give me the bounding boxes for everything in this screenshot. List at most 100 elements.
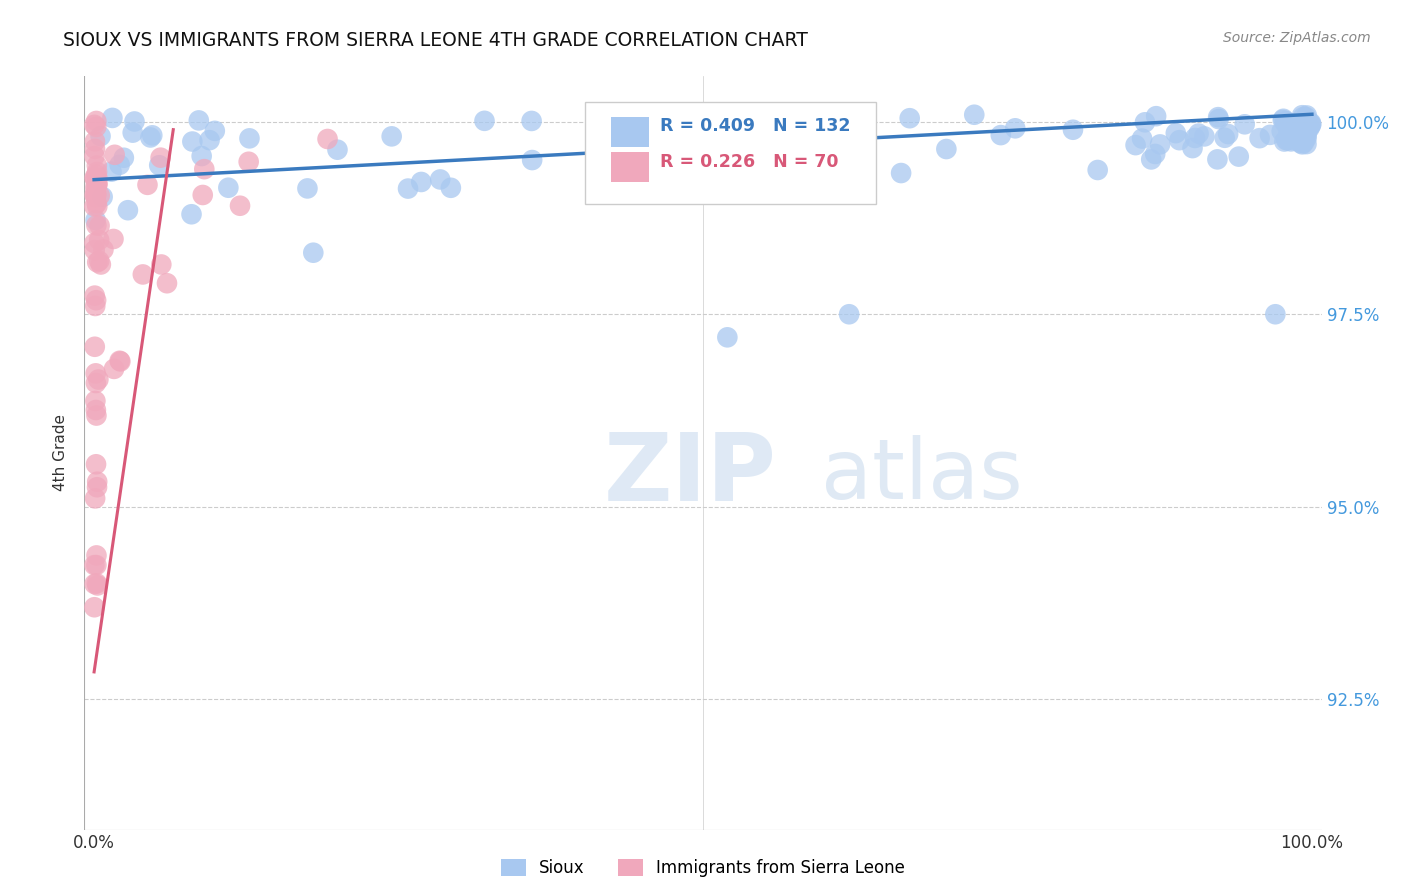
Point bbox=[86, 549, 108, 563]
Point bbox=[890, 166, 912, 180]
Point bbox=[1264, 307, 1286, 321]
Point bbox=[963, 108, 986, 122]
Point bbox=[1299, 118, 1322, 132]
Point bbox=[86, 177, 108, 191]
Point bbox=[117, 203, 139, 218]
Point bbox=[602, 114, 624, 128]
Point bbox=[1275, 133, 1298, 147]
Point bbox=[990, 128, 1012, 142]
Point bbox=[91, 190, 114, 204]
Point bbox=[1125, 138, 1147, 153]
Point bbox=[229, 199, 252, 213]
Point bbox=[1213, 130, 1236, 145]
Point bbox=[1206, 153, 1229, 167]
Point bbox=[1087, 163, 1109, 178]
Point bbox=[191, 188, 214, 202]
Point bbox=[193, 162, 215, 177]
Point bbox=[1279, 135, 1302, 149]
Point bbox=[86, 480, 108, 494]
Point bbox=[1274, 117, 1296, 131]
Point bbox=[1164, 126, 1187, 140]
Point bbox=[86, 576, 108, 591]
Point bbox=[93, 243, 115, 257]
Point bbox=[104, 148, 127, 162]
Point bbox=[1294, 120, 1316, 135]
Point bbox=[1281, 121, 1303, 136]
Point bbox=[1271, 113, 1294, 128]
Point bbox=[86, 409, 108, 423]
Point bbox=[86, 199, 108, 213]
Point bbox=[316, 132, 339, 146]
Point bbox=[83, 170, 105, 185]
Point bbox=[90, 258, 112, 272]
Point bbox=[381, 129, 404, 144]
Point bbox=[238, 131, 260, 145]
Point bbox=[204, 124, 226, 138]
Point bbox=[429, 172, 451, 186]
Point bbox=[1274, 114, 1296, 128]
Point bbox=[820, 136, 842, 151]
Point bbox=[101, 111, 124, 125]
Point bbox=[84, 142, 107, 156]
Point bbox=[1184, 131, 1206, 145]
Point bbox=[156, 277, 179, 291]
Point bbox=[139, 130, 162, 145]
Point bbox=[108, 353, 131, 368]
Point bbox=[1295, 108, 1317, 122]
Point bbox=[1291, 137, 1313, 152]
Point bbox=[1294, 114, 1316, 128]
Point bbox=[1004, 121, 1026, 136]
Point bbox=[87, 373, 110, 387]
Point bbox=[1140, 153, 1163, 167]
Point bbox=[1285, 122, 1308, 136]
Text: SIOUX VS IMMIGRANTS FROM SIERRA LEONE 4TH GRADE CORRELATION CHART: SIOUX VS IMMIGRANTS FROM SIERRA LEONE 4T… bbox=[63, 31, 808, 50]
Point bbox=[1187, 127, 1209, 141]
Point bbox=[898, 112, 921, 126]
Point bbox=[83, 118, 105, 132]
Point bbox=[110, 354, 132, 368]
Point bbox=[86, 255, 108, 269]
Point bbox=[1272, 135, 1295, 149]
Point bbox=[124, 114, 146, 128]
Point bbox=[1292, 110, 1315, 124]
Point bbox=[86, 196, 108, 211]
Point bbox=[1279, 129, 1302, 144]
Text: ZIP: ZIP bbox=[605, 429, 778, 521]
Point bbox=[86, 475, 108, 489]
Point bbox=[148, 158, 170, 172]
Point bbox=[1281, 128, 1303, 143]
Point bbox=[83, 340, 105, 354]
Point bbox=[83, 558, 105, 573]
Point bbox=[84, 367, 107, 381]
Point bbox=[1291, 108, 1313, 122]
Point bbox=[716, 330, 738, 344]
Point bbox=[1233, 117, 1256, 131]
Point bbox=[198, 133, 221, 147]
FancyBboxPatch shape bbox=[612, 152, 648, 182]
Point bbox=[89, 254, 111, 268]
Point bbox=[935, 142, 957, 156]
Point bbox=[1284, 125, 1306, 139]
Point bbox=[1295, 110, 1317, 124]
Point bbox=[1284, 124, 1306, 138]
Point bbox=[136, 178, 159, 192]
Point bbox=[84, 168, 107, 182]
Point bbox=[86, 177, 108, 191]
Point bbox=[141, 128, 163, 143]
Point bbox=[83, 235, 105, 250]
Point bbox=[1277, 116, 1299, 130]
Point bbox=[1272, 112, 1295, 126]
Point bbox=[1271, 124, 1294, 138]
Point bbox=[83, 199, 105, 213]
Point bbox=[132, 268, 155, 282]
Point bbox=[84, 299, 107, 313]
Point bbox=[150, 258, 173, 272]
Point bbox=[1296, 120, 1319, 135]
Point bbox=[1168, 133, 1191, 147]
Point bbox=[1295, 131, 1317, 145]
Point bbox=[84, 134, 107, 148]
Point bbox=[112, 151, 135, 165]
Point bbox=[84, 393, 107, 408]
Point bbox=[1284, 119, 1306, 133]
Point bbox=[84, 293, 107, 308]
